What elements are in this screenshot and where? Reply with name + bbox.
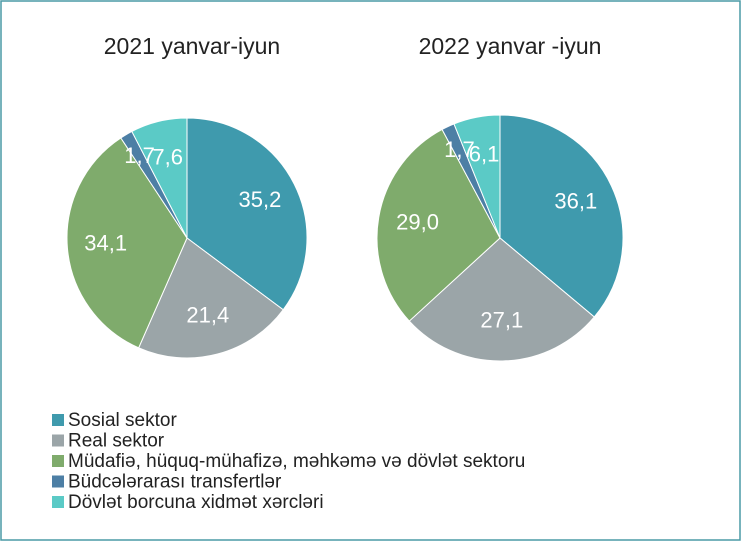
legend-label: Müdafiə, hüquq-mühafizə, məhkəmə və dövl…	[68, 451, 525, 472]
pie-slice	[376, 128, 501, 322]
legend-swatch	[52, 475, 64, 488]
data-label: 6,1	[469, 142, 500, 167]
data-label: 7,6	[152, 145, 183, 170]
chart-title: 2021 yanvar-iyun	[104, 33, 280, 59]
legend-label: Büdcələrarası transfertlər	[68, 472, 282, 493]
pie-slice	[66, 137, 188, 349]
legend-label: Real sektor	[68, 431, 165, 452]
pie-slice	[137, 237, 284, 359]
data-label: 36,1	[554, 188, 597, 213]
legend-swatch	[52, 455, 64, 467]
pie-slice	[186, 117, 308, 311]
pie-slice	[453, 114, 501, 239]
pie-slice	[408, 237, 595, 362]
data-label: 34,1	[84, 231, 127, 256]
legend-label: Dövlət borcuna xidmət xərcləri	[68, 492, 324, 513]
data-label: 35,2	[239, 187, 282, 212]
legend-swatch	[52, 434, 64, 447]
data-label: 1,7	[444, 137, 475, 162]
pie-slice	[499, 114, 624, 318]
chart-title: 2022 yanvar -iyun	[419, 33, 602, 59]
legend-swatch	[52, 414, 64, 426]
data-label: 1,7	[124, 143, 155, 168]
legend-label: Sosial sektor	[68, 410, 177, 431]
legend-swatch	[52, 496, 64, 508]
pie-slice	[131, 117, 188, 239]
data-label: 29,0	[396, 210, 439, 235]
data-label: 27,1	[480, 307, 523, 332]
data-label: 21,4	[186, 303, 229, 328]
